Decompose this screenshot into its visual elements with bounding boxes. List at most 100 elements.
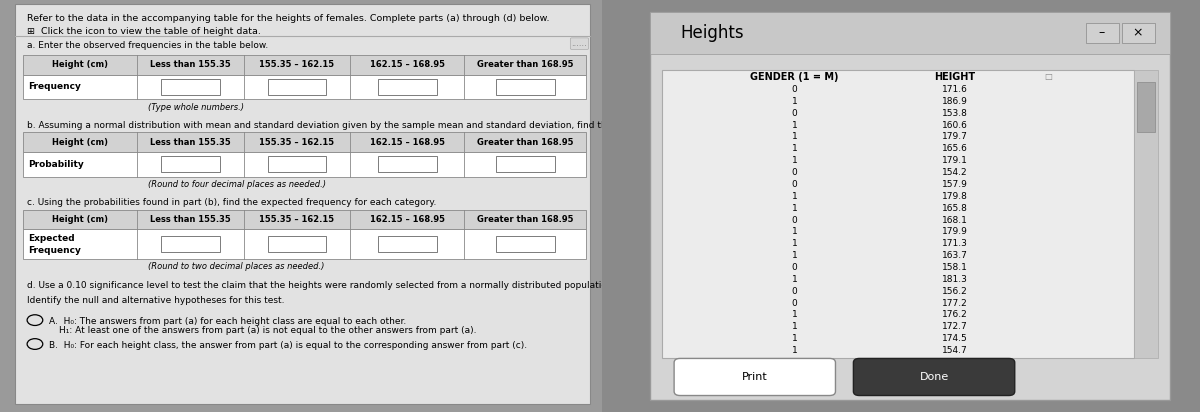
Text: 163.7: 163.7 <box>942 251 968 260</box>
Bar <box>161 157 220 173</box>
Bar <box>268 236 326 253</box>
Bar <box>496 157 554 173</box>
Text: –: – <box>1098 26 1104 40</box>
Text: Probability: Probability <box>28 160 84 169</box>
Text: 154.7: 154.7 <box>942 346 967 355</box>
Text: GENDER (1 = M): GENDER (1 = M) <box>750 72 839 82</box>
Text: 1: 1 <box>792 334 797 343</box>
Text: 0: 0 <box>792 299 797 307</box>
Text: 1: 1 <box>792 310 797 319</box>
Bar <box>496 236 554 253</box>
Text: 155.35 – 162.15: 155.35 – 162.15 <box>259 60 335 69</box>
Text: 168.1: 168.1 <box>942 215 968 225</box>
Bar <box>23 55 586 75</box>
Text: Less than 155.35: Less than 155.35 <box>150 138 230 147</box>
Text: 162.15 – 168.95: 162.15 – 168.95 <box>370 138 445 147</box>
Text: □: □ <box>1044 72 1052 81</box>
Text: ×: × <box>1132 26 1142 40</box>
Text: 1: 1 <box>792 251 797 260</box>
Text: 171.3: 171.3 <box>942 239 968 248</box>
Text: 0: 0 <box>792 180 797 189</box>
Bar <box>23 229 586 259</box>
Text: ......: ...... <box>571 39 587 48</box>
Text: 158.1: 158.1 <box>942 263 968 272</box>
Text: Less than 155.35: Less than 155.35 <box>150 60 230 69</box>
Bar <box>662 70 1134 358</box>
Text: (Type whole numbers.): (Type whole numbers.) <box>148 103 244 112</box>
Bar <box>378 157 437 173</box>
Text: 160.6: 160.6 <box>942 121 968 130</box>
Text: (Round to four decimal places as needed.): (Round to four decimal places as needed.… <box>148 180 325 189</box>
Text: 154.2: 154.2 <box>942 168 967 177</box>
Text: Done: Done <box>919 372 949 382</box>
Text: B.  H₀: For each height class, the answer from part (a) is equal to the correspo: B. H₀: For each height class, the answer… <box>49 341 528 350</box>
Text: 1: 1 <box>792 322 797 331</box>
Text: 0: 0 <box>792 109 797 118</box>
Text: 155.35 – 162.15: 155.35 – 162.15 <box>259 215 335 224</box>
Text: b. Assuming a normal distribution with mean and standard deviation given by the : b. Assuming a normal distribution with m… <box>28 121 641 130</box>
Bar <box>23 152 586 177</box>
Text: 181.3: 181.3 <box>942 275 968 284</box>
Text: 1: 1 <box>792 227 797 236</box>
Text: 1: 1 <box>792 121 797 130</box>
Text: 186.9: 186.9 <box>942 97 968 106</box>
Bar <box>23 75 586 99</box>
Text: (Round to two decimal places as needed.): (Round to two decimal places as needed.) <box>148 262 324 272</box>
Text: Height (cm): Height (cm) <box>52 60 108 69</box>
Bar <box>23 210 586 229</box>
Text: ⊞  Click the icon to view the table of height data.: ⊞ Click the icon to view the table of he… <box>28 27 260 36</box>
Bar <box>378 236 437 253</box>
Bar <box>496 79 554 95</box>
Text: 179.7: 179.7 <box>942 133 968 141</box>
Text: Identify the null and alternative hypotheses for this test.: Identify the null and alternative hypoth… <box>28 296 284 305</box>
Text: Print: Print <box>742 372 768 382</box>
Text: 165.8: 165.8 <box>942 204 968 213</box>
FancyBboxPatch shape <box>853 358 1015 396</box>
Text: Frequency: Frequency <box>28 82 80 91</box>
Bar <box>161 79 220 95</box>
Text: Frequency: Frequency <box>28 246 80 255</box>
Text: 177.2: 177.2 <box>942 299 967 307</box>
Bar <box>1134 70 1158 358</box>
Text: 179.9: 179.9 <box>942 227 968 236</box>
Text: 179.8: 179.8 <box>942 192 968 201</box>
Bar <box>268 79 326 95</box>
Text: Greater than 168.95: Greater than 168.95 <box>476 138 574 147</box>
Text: 1: 1 <box>792 192 797 201</box>
Text: a. Enter the observed frequencies in the table below.: a. Enter the observed frequencies in the… <box>28 41 269 50</box>
Bar <box>378 79 437 95</box>
Text: 165.6: 165.6 <box>942 144 968 153</box>
Bar <box>23 132 586 152</box>
Text: 1: 1 <box>792 97 797 106</box>
Text: Less than 155.35: Less than 155.35 <box>150 215 230 224</box>
Bar <box>650 12 1170 54</box>
Bar <box>1086 23 1120 43</box>
Text: 176.2: 176.2 <box>942 310 967 319</box>
Bar <box>1138 82 1156 132</box>
Text: Heights: Heights <box>680 24 744 42</box>
Text: 162.15 – 168.95: 162.15 – 168.95 <box>370 60 445 69</box>
Text: 1: 1 <box>792 144 797 153</box>
Text: 156.2: 156.2 <box>942 287 967 296</box>
Text: Expected: Expected <box>28 234 74 243</box>
Text: 0: 0 <box>792 287 797 296</box>
Text: 1: 1 <box>792 275 797 284</box>
Text: 162.15 – 168.95: 162.15 – 168.95 <box>370 215 445 224</box>
Text: Height (cm): Height (cm) <box>52 215 108 224</box>
Text: Greater than 168.95: Greater than 168.95 <box>476 215 574 224</box>
Bar <box>650 12 1170 400</box>
Text: c. Using the probabilities found in part (b), find the expected frequency for ea: c. Using the probabilities found in part… <box>28 198 437 207</box>
Text: 174.5: 174.5 <box>942 334 967 343</box>
FancyBboxPatch shape <box>674 358 835 396</box>
Text: 1: 1 <box>792 133 797 141</box>
Text: 1: 1 <box>792 156 797 165</box>
Text: 0: 0 <box>792 263 797 272</box>
Text: HEIGHT: HEIGHT <box>935 72 976 82</box>
Text: 155.35 – 162.15: 155.35 – 162.15 <box>259 138 335 147</box>
Text: d. Use a 0.10 significance level to test the claim that the heights were randoml: d. Use a 0.10 significance level to test… <box>28 281 641 290</box>
Text: A.  H₀: The answers from part (a) for each height class are equal to each other.: A. H₀: The answers from part (a) for eac… <box>49 317 407 326</box>
Text: Greater than 168.95: Greater than 168.95 <box>476 60 574 69</box>
Text: H₁: At least one of the answers from part (a) is not equal to the other answers : H₁: At least one of the answers from par… <box>59 326 476 335</box>
Text: 153.8: 153.8 <box>942 109 968 118</box>
Text: 171.6: 171.6 <box>942 85 968 94</box>
